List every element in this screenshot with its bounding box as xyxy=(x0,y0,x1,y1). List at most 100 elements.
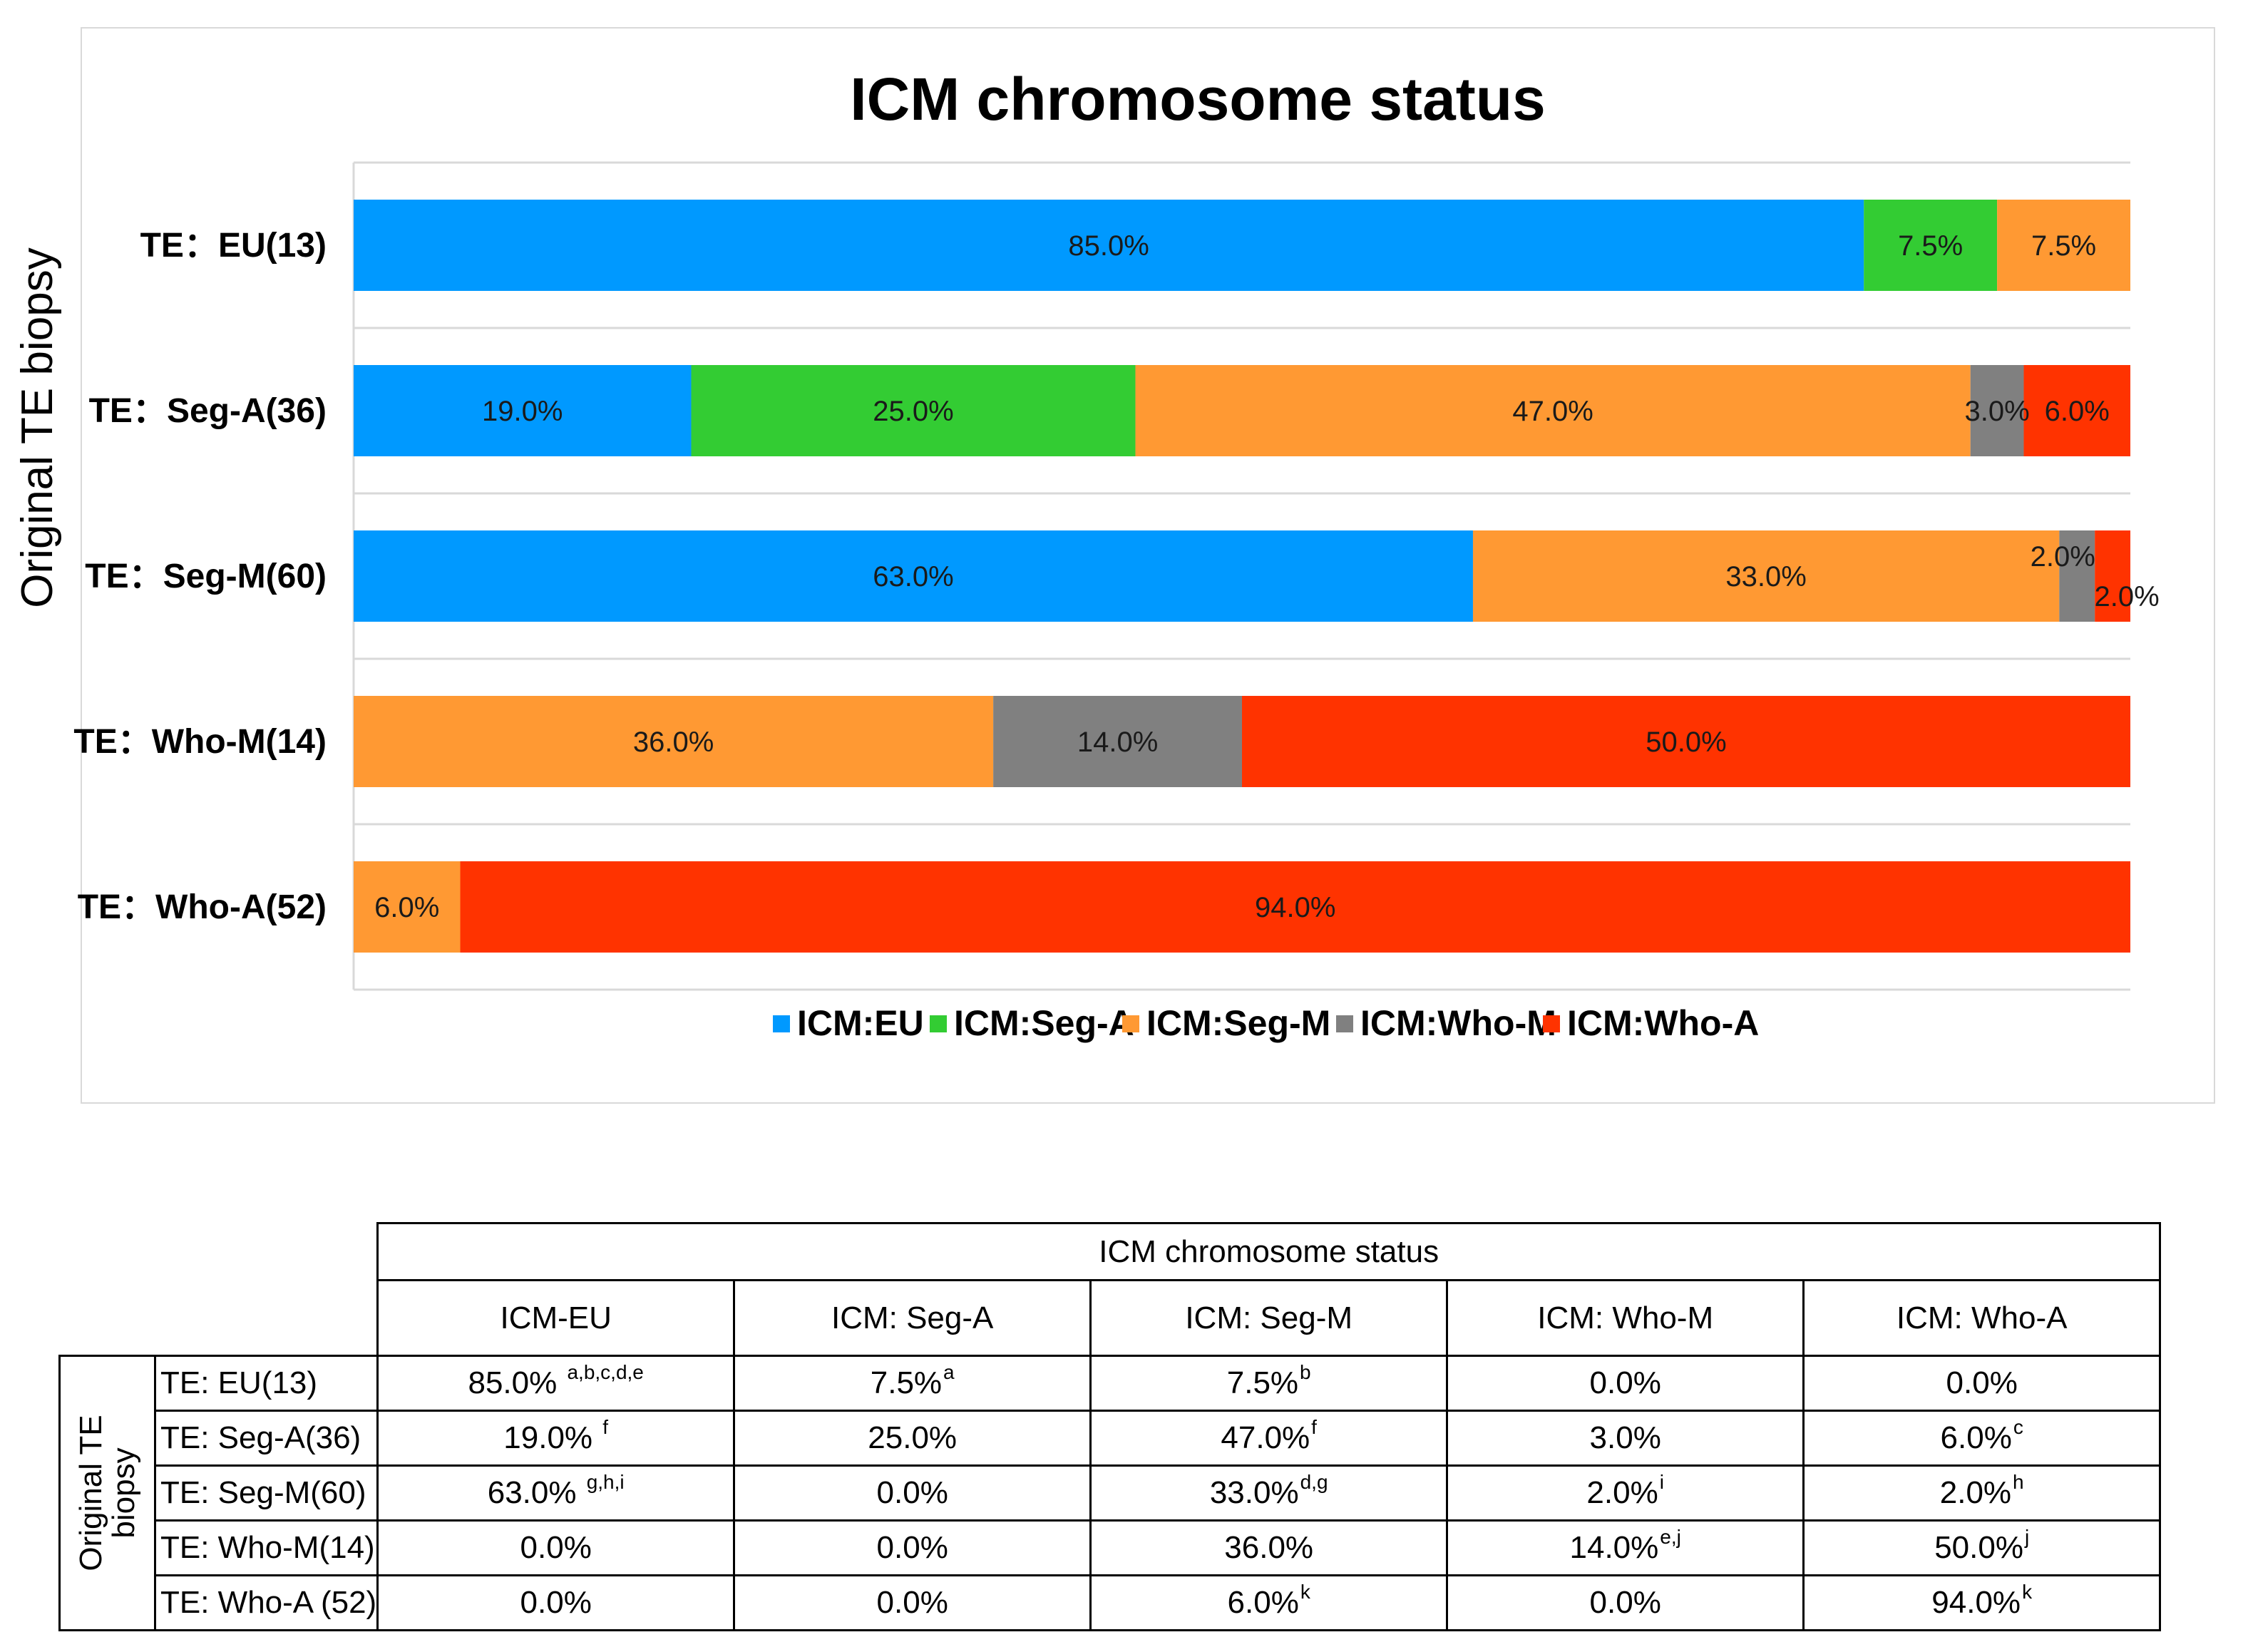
chart-frame xyxy=(81,27,2215,1104)
cell-value: 3.0% xyxy=(1589,1420,1661,1455)
column-header: ICM-EU xyxy=(376,1279,736,1357)
bar-segment xyxy=(354,861,461,953)
cell-value: 6.0% xyxy=(1227,1585,1299,1620)
data-label: 3.0% xyxy=(1965,396,2030,427)
table-row: TE: Seg-M(60) 63.0% g,h,i 0.0% 33.0%d,g 2.0%… xyxy=(60,1464,2162,1522)
significance-superscript: f xyxy=(602,1416,609,1438)
row-label: TE: Who-A (52) xyxy=(153,1574,379,1631)
column-header: ICM: Who-A xyxy=(1802,1279,2162,1357)
legend-label: ICM:Seg-M xyxy=(1146,1003,1330,1043)
significance-superscript: f xyxy=(1311,1416,1317,1438)
cell-value: 94.0% xyxy=(1931,1585,2021,1620)
category-label: TE：Who-A(52) xyxy=(78,888,327,926)
significance-superscript: d,g xyxy=(1300,1471,1328,1493)
column-header: ICM: Who-M xyxy=(1446,1279,1805,1357)
legend-swatch xyxy=(1122,1015,1139,1032)
chart-title: ICM chromosome status xyxy=(850,66,1546,133)
significance-superscript: g,h,i xyxy=(586,1471,625,1493)
significance-superscript: a xyxy=(943,1361,955,1383)
data-label: 7.5% xyxy=(2031,230,2096,262)
cell-value: 0.0% xyxy=(876,1585,948,1620)
table-body: Original TE biopsy TE: EU(13) 85.0% a,b,c,d… xyxy=(58,1355,2162,1631)
cell-value: 47.0% xyxy=(1221,1420,1310,1455)
cell-value: 0.0% xyxy=(520,1530,592,1565)
table-cell: 47.0%f xyxy=(1089,1410,1449,1467)
data-label: 36.0% xyxy=(633,727,714,758)
table-cell: 0.0% xyxy=(733,1519,1092,1576)
row-label: TE: EU(13) xyxy=(153,1355,379,1412)
cell-value: 25.0% xyxy=(868,1420,958,1455)
legend-label: ICM:EU xyxy=(797,1003,924,1043)
cell-value: 0.0% xyxy=(520,1585,592,1620)
bar-segment xyxy=(2023,365,2130,456)
y-axis-label: Original TE biopsy xyxy=(13,247,62,607)
table-cell: 0.0% xyxy=(733,1464,1092,1522)
cell-value: 6.0% xyxy=(1940,1420,2012,1455)
bar-segment xyxy=(354,530,1473,622)
data-label: 14.0% xyxy=(1077,727,1158,758)
data-label: 85.0% xyxy=(1068,230,1149,262)
table-cell: 3.0% xyxy=(1446,1410,1805,1467)
legend-label: ICM:Seg-A xyxy=(954,1003,1134,1043)
table-column-header-row: ICM-EU ICM: Seg-A ICM: Seg-M ICM: Who-M … xyxy=(60,1279,2162,1357)
side-label-line2: biopsy xyxy=(106,1447,141,1539)
column-header: ICM: Seg-A xyxy=(733,1279,1092,1357)
data-label: 47.0% xyxy=(1512,396,1593,427)
cell-value: 85.0% xyxy=(468,1365,566,1400)
row-label: TE: Seg-A(36) xyxy=(153,1410,379,1467)
bar-segment xyxy=(691,365,1136,456)
legend-swatch xyxy=(1336,1015,1353,1032)
cell-value: 0.0% xyxy=(876,1530,948,1565)
category-labels: TE：EU(13) TE：Seg-A(36) TE：Seg-M(60) TE：Who-… xyxy=(73,227,327,926)
table-cell: 33.0%d,g xyxy=(1089,1464,1449,1522)
table-row: TE: Seg-A(36) 19.0% f 25.0% 47.0%f 3.0% 6.0%c xyxy=(60,1410,2162,1467)
cell-value: 7.5% xyxy=(1226,1365,1299,1400)
significance-superscript: k xyxy=(2022,1581,2033,1603)
cell-value: 0.0% xyxy=(1946,1365,2018,1400)
legend: ICM:EU ICM:Seg-A ICM:Seg-M ICM:Who-M ICM:Who… xyxy=(773,1003,1759,1043)
bar-segment xyxy=(354,696,994,787)
table-cell: 2.0%i xyxy=(1446,1464,1805,1522)
bar-segment xyxy=(460,861,2130,953)
table-cell: 63.0% g,h,i xyxy=(376,1464,736,1522)
legend-label: ICM:Who-A xyxy=(1567,1003,1759,1043)
bar-segment xyxy=(1135,365,1971,456)
table-group-header-row: ICM chromosome status xyxy=(60,1222,2162,1281)
table-cell: 50.0%j xyxy=(1802,1519,2162,1576)
bar-segment xyxy=(1997,200,2130,291)
data-label: 2.0% xyxy=(2031,541,2095,573)
significance-superscript: e,j xyxy=(1660,1526,1681,1548)
data-label: 50.0% xyxy=(1646,727,1726,758)
category-label: TE：Who-M(14) xyxy=(73,723,327,761)
legend-swatch xyxy=(930,1015,947,1032)
cell-value: 2.0% xyxy=(1939,1475,2012,1510)
significance-superscript: i xyxy=(1659,1471,1664,1493)
table-cell: 6.0%k xyxy=(1089,1574,1449,1631)
bar-segment xyxy=(2095,530,2130,622)
cell-value: 19.0% xyxy=(503,1420,602,1455)
bar-segment xyxy=(354,365,692,456)
cell-value: 63.0% xyxy=(487,1475,585,1510)
legend-label: ICM:Who-M xyxy=(1360,1003,1556,1043)
bar-segment xyxy=(1242,696,2130,787)
side-label-line1: Original TE xyxy=(73,1415,108,1571)
table-side-label: Original TE biopsy xyxy=(58,1355,156,1631)
legend-swatch xyxy=(1543,1015,1560,1032)
table-cell: 94.0%k xyxy=(1802,1574,2162,1631)
table-row: TE: Who-M(14) 0.0% 0.0% 36.0% 14.0%e,j 50.0%j xyxy=(60,1519,2162,1576)
significance-superscript: j xyxy=(2024,1526,2030,1548)
bar-segment xyxy=(1970,365,2024,456)
cell-value: 50.0% xyxy=(1934,1530,2023,1565)
data-label: 6.0% xyxy=(374,892,439,923)
table-cell: 7.5%a xyxy=(733,1355,1092,1412)
table-cell: 0.0% xyxy=(1802,1355,2162,1412)
significance-superscript: k xyxy=(1300,1581,1310,1603)
category-label: TE：Seg-A(36) xyxy=(89,392,327,430)
cell-value: 0.0% xyxy=(876,1475,948,1510)
column-header: ICM: Seg-M xyxy=(1089,1279,1449,1357)
statistics-table: ICM chromosome status ICM-EU ICM: Seg-A … xyxy=(58,1222,2162,1631)
row-label: TE: Seg-M(60) xyxy=(153,1464,379,1522)
table-cell: 0.0% xyxy=(733,1574,1092,1631)
table-cell: 36.0% xyxy=(1089,1519,1449,1576)
stacked-bar-chart: ICM chromosome status Original TE biopsy… xyxy=(13,66,2160,1043)
